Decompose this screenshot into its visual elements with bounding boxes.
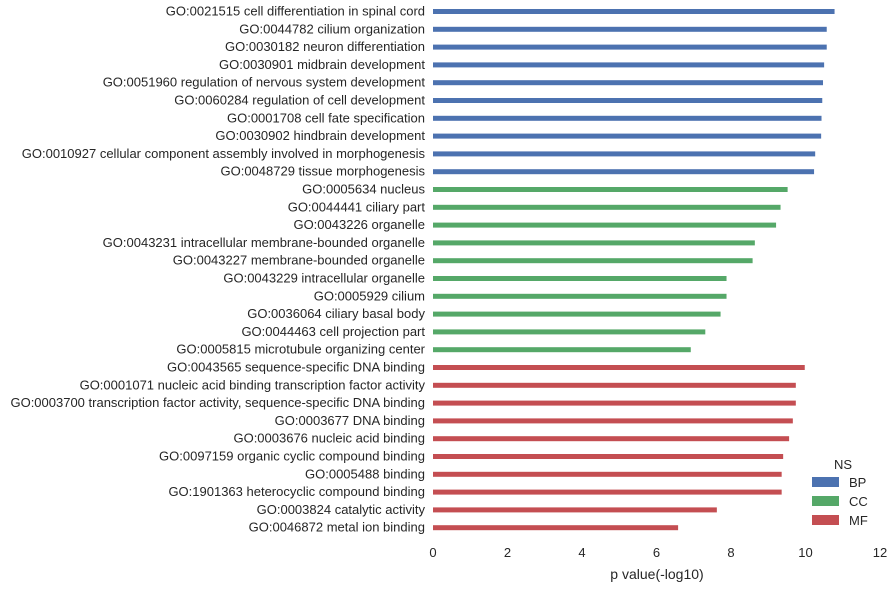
x-tick-labels: 0 2 4 6 8 10 12 [429,545,887,560]
y-tick-label: GO:0005634 nucleus [302,182,425,197]
legend-swatch-mf [812,515,839,525]
y-tick-label: GO:0048729 tissue morphogenesis [220,164,425,179]
bar-bp [433,62,825,68]
bar-mf [433,418,793,424]
bar-cc [433,204,781,210]
bar-mf [433,400,796,406]
y-tick-label: GO:0060284 regulation of cell developmen… [174,93,425,108]
y-tick-label: GO:0097159 organic cyclic compound bindi… [159,449,425,464]
bar-cc [433,258,753,264]
bar-bp [433,169,815,175]
bar-bp [433,115,822,121]
x-tick-label: 10 [798,545,812,560]
x-tick-label: 8 [727,545,734,560]
y-tick-label: GO:0003676 nucleic acid binding [233,431,425,446]
bar-cc [433,293,727,299]
bar-mf [433,507,717,513]
bar-cc [433,276,727,281]
bar-bp [433,133,822,139]
bar-bp [433,9,835,14]
y-tick-label: GO:0043229 intracellular organelle [223,271,425,286]
x-tick-label: 4 [578,545,585,560]
legend-swatch-cc [812,496,839,506]
y-tick-label: GO:0021515 cell differentiation in spina… [166,4,425,19]
y-tick-label: GO:0043565 sequence-specific DNA binding [167,360,425,375]
y-tick-label: GO:0030902 hindbrain development [215,128,425,143]
legend-label-bp: BP [849,475,866,490]
y-tick-label: GO:0043227 membrane-bounded organelle [173,253,425,268]
legend: NS BP CC MF [812,457,868,528]
bar-cc [433,329,706,335]
bar-mf [433,365,805,370]
legend-title: NS [834,457,852,472]
y-tick-label: GO:0001708 cell fate specification [227,110,425,125]
bar-bp [433,151,816,157]
y-tick-label: GO:0043226 organelle [293,217,425,232]
bar-mf [433,489,782,495]
bar-cc [433,240,755,246]
legend-swatch-bp [812,477,839,487]
y-tick-label: GO:0036064 ciliary basal body [247,306,425,321]
y-tick-label: GO:0010927 cellular component assembly i… [22,146,426,161]
bar-mf [433,471,782,477]
y-tick-label: GO:0046872 metal ion binding [249,520,425,535]
y-tick-label: GO:0030182 neuron differentiation [225,39,425,54]
y-tick-label: GO:0044441 ciliary part [288,199,426,214]
y-tick-label: GO:0005488 binding [305,466,425,481]
y-tick-label: GO:0005815 microtubule organizing center [176,342,425,357]
x-axis-label: p value(-log10) [610,566,703,582]
legend-label-cc: CC [849,494,868,509]
y-tick-label: GO:0001071 nucleic acid binding transcri… [80,377,426,392]
bar-mf [433,436,790,442]
y-tick-labels: GO:0021515 cell differentiation in spina… [10,4,425,535]
bar-cc [433,311,721,317]
x-tick-label: 2 [504,545,511,560]
y-tick-label: GO:0003700 transcription factor activity… [10,395,425,410]
y-tick-label: GO:0003824 catalytic activity [257,502,426,517]
y-tick-label: GO:0044782 cilium organization [239,21,425,36]
bar-mf [433,525,679,531]
bars-layer [433,9,835,531]
y-tick-label: GO:0044463 cell projection part [241,324,425,339]
legend-label-mf: MF [849,513,868,528]
bar-bp [433,98,823,103]
y-tick-label: GO:0003677 DNA binding [275,413,425,428]
bar-mf [433,382,796,388]
x-tick-label: 0 [429,545,436,560]
x-tick-label: 6 [653,545,660,560]
bar-bp [433,26,827,32]
y-tick-label: GO:1901363 heterocyclic compound binding [168,484,425,499]
y-tick-label: GO:0005929 cilium [314,288,425,303]
y-tick-label: GO:0051960 regulation of nervous system … [103,75,426,90]
bar-cc [433,222,777,228]
bar-cc [433,187,788,192]
bar-bp [433,80,824,86]
y-tick-label: GO:0030901 midbrain development [219,57,425,72]
bar-mf [433,454,784,459]
bar-cc [433,347,691,353]
y-tick-label: GO:0043231 intracellular membrane-bounde… [103,235,425,250]
bar-bp [433,44,827,50]
x-tick-label: 12 [873,545,887,560]
